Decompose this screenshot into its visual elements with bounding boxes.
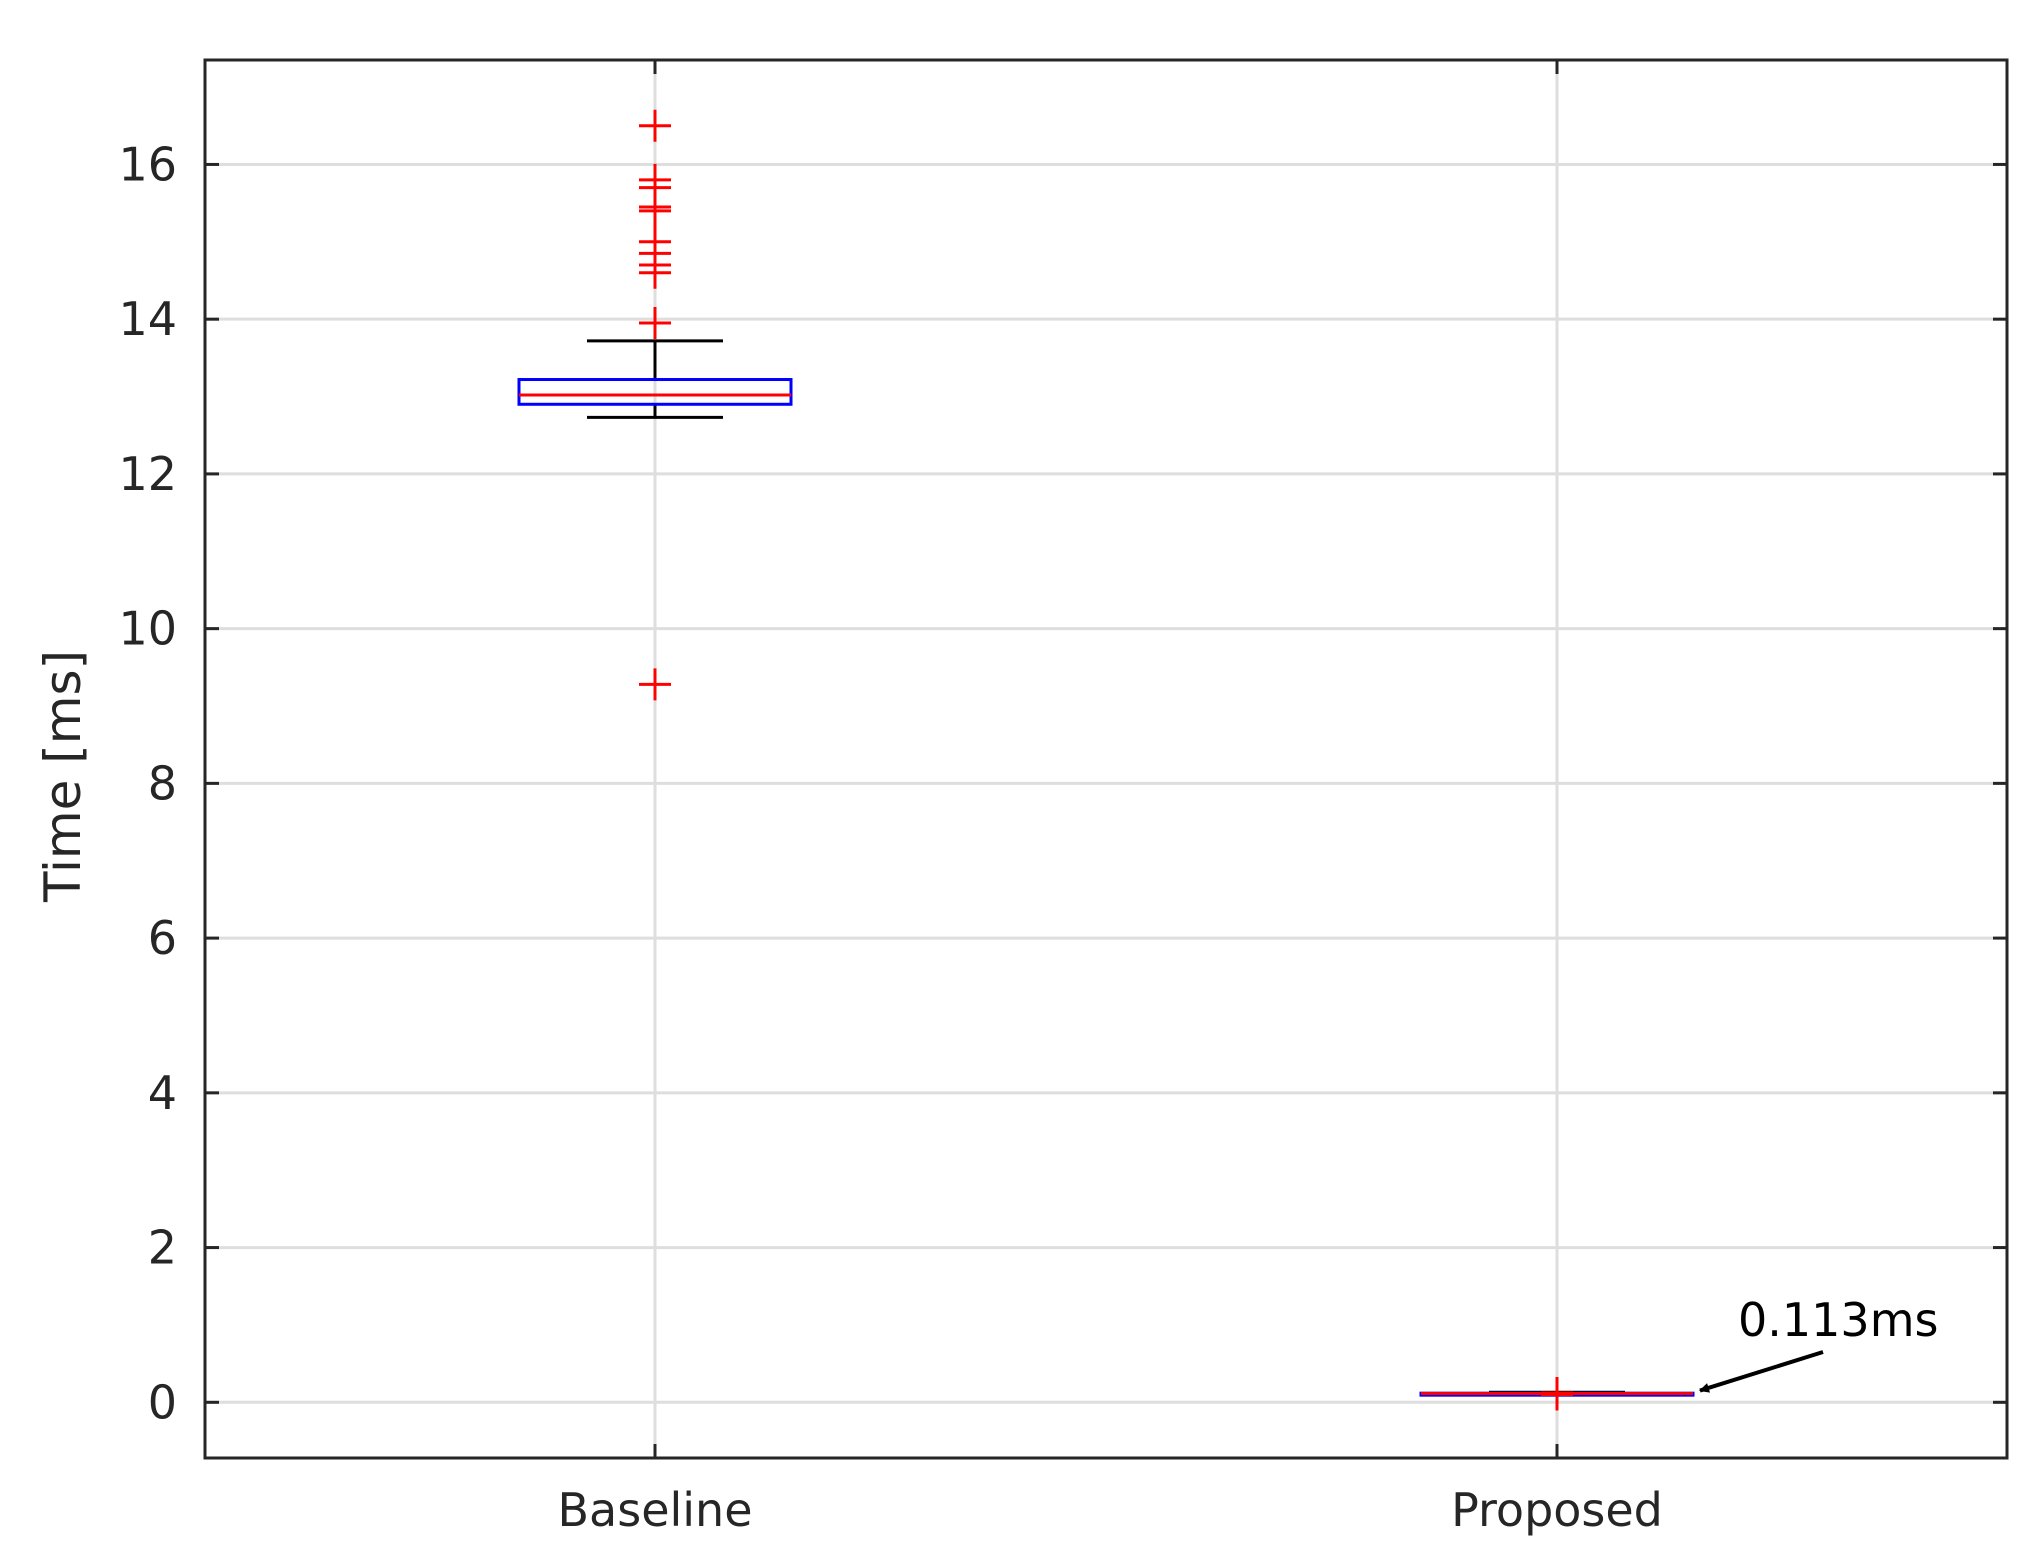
y-tick-label: 2	[148, 1221, 177, 1275]
annotation: 0.113ms	[1699, 1293, 1938, 1393]
y-tick-label: 10	[118, 602, 177, 656]
grid-lines	[205, 60, 2007, 1458]
annotation-label: 0.113ms	[1738, 1293, 1938, 1347]
y-tick-label: 12	[118, 447, 177, 501]
annotation-arrow	[1699, 1350, 1824, 1393]
outlier-marker	[1541, 1377, 1573, 1410]
y-tick-label: 16	[118, 137, 177, 191]
outlier-marker	[639, 109, 671, 142]
outlier-marker	[639, 194, 671, 227]
axes	[203, 58, 2009, 1460]
x-tick-label-proposed: Proposed	[1451, 1483, 1663, 1537]
y-tick-label: 6	[148, 911, 177, 965]
y-tick-label: 0	[148, 1375, 177, 1429]
y-tick-label: 4	[148, 1066, 177, 1120]
box-proposed	[1419, 1377, 1695, 1411]
outlier-marker	[639, 307, 671, 340]
box-baseline	[517, 109, 793, 701]
outlier-marker	[639, 668, 671, 701]
tick-labels: 0 2 4 6 8 10 12 14 16 Baseline Proposed	[118, 137, 1662, 1537]
outlier-marker	[639, 256, 671, 289]
x-tick-label-baseline: Baseline	[557, 1483, 752, 1537]
y-tick-label: 14	[118, 292, 177, 346]
box-iqr	[517, 378, 793, 406]
boxes	[517, 109, 1695, 1411]
axes-frame	[203, 58, 2009, 1460]
y-axis-label: Time [ms]	[34, 650, 92, 903]
y-tick-label: 8	[148, 756, 177, 810]
